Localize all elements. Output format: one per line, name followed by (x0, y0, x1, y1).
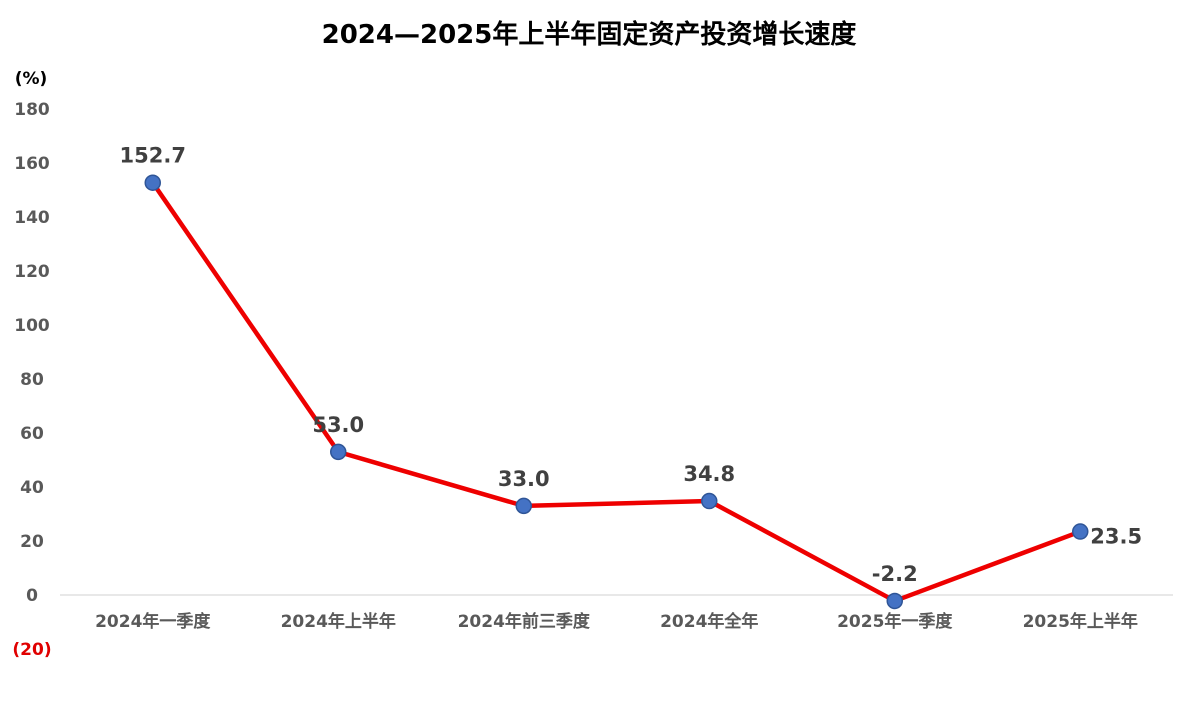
x-tick-label: 2024年上半年 (281, 611, 396, 632)
data-point-marker (886, 592, 903, 610)
y-tick-label: 140 (14, 208, 50, 228)
data-point-marker (515, 497, 532, 515)
x-tick-label: 2025年上半年 (1023, 611, 1138, 632)
y-tick-label: 180 (14, 100, 50, 120)
x-tick-label: 2024年一季度 (95, 611, 211, 632)
y-tick-label: 80 (20, 370, 44, 390)
y-tick-label: (20) (12, 640, 51, 660)
y-tick-label: 60 (20, 424, 44, 444)
x-tick-label: 2025年一季度 (837, 611, 953, 632)
data-labels: 152.7 53.0 33.0 34.8 -2.2 23.5 (120, 144, 1143, 586)
y-axis-ticks: 180 160 140 120 100 80 60 40 20 0 (20) (12, 100, 51, 660)
data-point-marker (330, 443, 347, 461)
data-label: 23.5 (1090, 525, 1142, 549)
series-line (150, 180, 1083, 604)
data-label: 33.0 (498, 467, 550, 491)
data-point-marker (144, 174, 161, 191)
data-label: 53.0 (312, 413, 364, 437)
data-label: 152.7 (120, 144, 186, 168)
chart-title: 2024—2025年上半年固定资产投资增长速度 (322, 19, 857, 50)
data-label: -2.2 (872, 562, 918, 586)
y-tick-label: 120 (14, 262, 50, 282)
y-tick-label: 0 (26, 586, 38, 606)
y-tick-label: 20 (20, 532, 44, 552)
data-label: 34.8 (683, 462, 735, 486)
y-axis-unit-label: (%) (15, 69, 48, 89)
data-point-marker (1072, 523, 1089, 540)
x-tick-label: 2024年全年 (660, 611, 758, 632)
y-tick-label: 100 (14, 316, 50, 336)
x-axis-ticks: 2024年一季度 2024年上半年 2024年前三季度 2024年全年 2025年一季度… (95, 611, 1138, 632)
x-tick-label: 2024年前三季度 (458, 611, 591, 632)
y-tick-label: 160 (14, 154, 50, 174)
series-markers (144, 174, 1089, 610)
data-point-marker (701, 492, 718, 510)
y-tick-label: 40 (20, 478, 44, 498)
